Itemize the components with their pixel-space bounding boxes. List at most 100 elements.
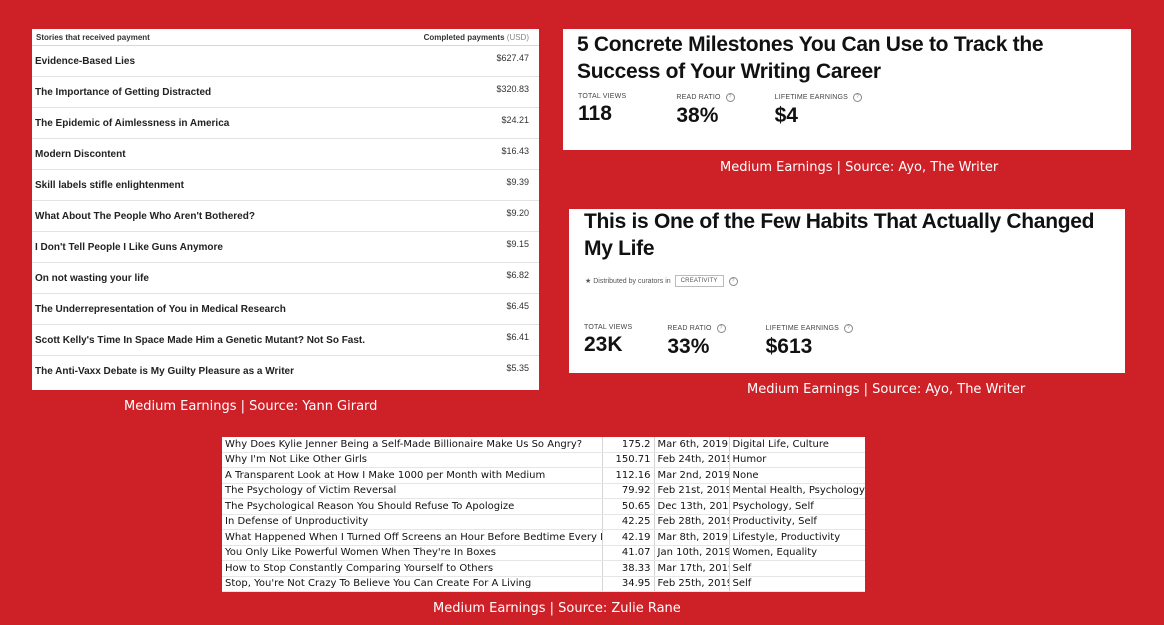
payments-table-header: Stories that received payment Completed … <box>32 29 539 46</box>
help-icon[interactable]: ? <box>853 93 863 102</box>
table-row: You Only Like Powerful Women When They'r… <box>222 545 865 561</box>
story-title[interactable]: The Anti-Vaxx Debate is My Guilty Pleasu… <box>35 365 294 377</box>
cell-title[interactable]: The Psychology of Victim Reversal <box>222 483 603 499</box>
cell-earnings[interactable]: 112.16 <box>602 467 655 484</box>
payment-amount: $9.20 <box>506 208 529 218</box>
cell-date[interactable]: Mar 6th, 2019 <box>654 437 730 453</box>
help-icon[interactable]: ? <box>844 324 854 333</box>
stat-value: $4 <box>774 104 798 127</box>
stat-label-text: TOTAL VIEWS <box>584 324 633 331</box>
payment-row[interactable]: The Anti-Vaxx Debate is My Guilty Pleasu… <box>32 356 539 386</box>
stats-row: TOTAL VIEWS 23K READ RATIO? 33% LIFETIME EAR… <box>584 324 877 359</box>
payment-row[interactable]: Evidence-Based Lies $627.47 <box>32 46 539 77</box>
cell-earnings[interactable]: 41.07 <box>602 545 655 561</box>
stat-value: $613 <box>765 335 813 358</box>
cell-tags[interactable]: Mental Health, Psychology <box>729 483 865 499</box>
cell-title[interactable]: What Happened When I Turned Off Screens … <box>222 529 603 546</box>
payment-row[interactable]: The Epidemic of Aimlessness in America $2… <box>32 108 539 139</box>
table-row: The Psychology of Victim Reversal 79.92 Fe… <box>222 483 865 499</box>
cell-title[interactable]: Why Does Kylie Jenner Being a Self-Made … <box>222 437 603 453</box>
payment-row[interactable]: Skill labels stifle enlightenment $9.39 <box>32 170 539 201</box>
cell-tags[interactable]: Women, Equality <box>729 545 865 561</box>
cell-earnings[interactable]: 38.33 <box>602 560 655 577</box>
cell-earnings[interactable]: 150.71 <box>602 452 655 468</box>
story-title[interactable]: On not wasting your life <box>35 272 149 284</box>
cell-date[interactable]: Mar 8th, 2019 <box>654 529 730 546</box>
cell-earnings[interactable]: 50.65 <box>602 498 655 515</box>
payment-row[interactable]: On not wasting your life $6.82 <box>32 263 539 294</box>
stat-label: LIFETIME EARNINGS? <box>774 93 863 102</box>
payment-amount: $6.41 <box>506 332 529 342</box>
cell-date[interactable]: Mar 2nd, 2019 <box>654 467 730 484</box>
cell-date[interactable]: Feb 25th, 2019 <box>654 576 730 592</box>
stat-value: 23K <box>584 333 623 356</box>
cell-earnings[interactable]: 42.25 <box>602 514 655 530</box>
cell-earnings[interactable]: 42.19 <box>602 529 655 546</box>
payment-row[interactable]: I Don't Tell People I Like Guns Anymore $… <box>32 232 539 263</box>
topic-tag[interactable]: CREATIVITY <box>674 275 724 287</box>
cell-title[interactable]: In Defense of Unproductivity <box>222 514 603 530</box>
payments-rows: Evidence-Based Lies $627.47 The Importance… <box>32 46 539 386</box>
cell-title[interactable]: The Psychological Reason You Should Refu… <box>222 498 603 515</box>
payment-row[interactable]: What About The People Who Aren't Bothere… <box>32 201 539 232</box>
payment-row[interactable]: The Importance of Getting Distracted $320… <box>32 77 539 108</box>
stat-read-ratio: READ RATIO? 33% <box>667 324 726 359</box>
cell-tags[interactable]: Productivity, Self <box>729 514 865 530</box>
cell-date[interactable]: Feb 24th, 2019 <box>654 452 730 468</box>
story-title[interactable]: Evidence-Based Lies <box>35 55 136 67</box>
cell-tags[interactable]: Self <box>729 576 865 592</box>
caption-yann: Medium Earnings | Source: Yann Girard <box>124 399 378 414</box>
cell-title[interactable]: A Transparent Look at How I Make 1000 pe… <box>222 467 603 484</box>
payment-row[interactable]: The Underrepresentation of You in Medica… <box>32 294 539 325</box>
stat-lifetime-earnings: LIFETIME EARNINGS? $613 <box>765 324 854 359</box>
cell-tags[interactable]: Humor <box>729 452 865 468</box>
story-title[interactable]: I Don't Tell People I Like Guns Anymore <box>35 241 223 253</box>
payment-row[interactable]: Modern Discontent $16.43 <box>32 139 539 170</box>
cell-title[interactable]: Stop, You're Not Crazy To Believe You Ca… <box>222 576 603 592</box>
cell-earnings[interactable]: 34.95 <box>602 576 655 592</box>
stat-value: 38% <box>676 104 719 127</box>
payment-amount: $16.43 <box>501 146 529 156</box>
payment-amount: $9.39 <box>506 177 529 187</box>
story-title[interactable]: 5 Concrete Milestones You Can Use to Tra… <box>577 33 1044 83</box>
cell-date[interactable]: Dec 13th, 2018 <box>654 498 730 515</box>
story-title[interactable]: Skill labels stifle enlightenment <box>35 179 184 191</box>
payments-header-label: Completed payments (USD) <box>423 32 529 42</box>
stat-label: TOTAL VIEWS <box>578 93 626 100</box>
payment-row[interactable]: Scott Kelly's Time In Space Made Him a G… <box>32 325 539 356</box>
story-title[interactable]: This is One of the Few Habits That Actua… <box>584 210 1095 260</box>
story-title[interactable]: Modern Discontent <box>35 148 126 160</box>
help-icon[interactable]: ? <box>716 324 726 333</box>
story-title[interactable]: The Importance of Getting Distracted <box>35 86 212 98</box>
story-stats-card-habits: This is One of the Few Habits That Actua… <box>569 209 1125 373</box>
cell-title[interactable]: You Only Like Powerful Women When They'r… <box>222 545 603 561</box>
stat-label-text: LIFETIME EARNINGS <box>765 325 840 332</box>
cell-tags[interactable]: Digital Life, Culture <box>729 437 865 453</box>
cell-tags[interactable]: Lifestyle, Productivity <box>729 529 865 546</box>
cell-tags[interactable]: Psychology, Self <box>729 498 865 515</box>
cell-date[interactable]: Mar 17th, 2019 <box>654 560 730 577</box>
caption-ayo-1: Medium Earnings | Source: Ayo, The Write… <box>720 160 999 175</box>
cell-date[interactable]: Feb 21st, 2019 <box>654 483 730 499</box>
cell-title[interactable]: How to Stop Constantly Comparing Yoursel… <box>222 560 603 577</box>
cell-earnings[interactable]: 79.92 <box>602 483 655 499</box>
story-title[interactable]: What About The People Who Aren't Bothere… <box>35 210 255 222</box>
table-row: In Defense of Unproductivity 42.25 Feb 28t… <box>222 514 865 530</box>
table-row: The Psychological Reason You Should Refu… <box>222 498 865 515</box>
cell-tags[interactable]: Self <box>729 560 865 577</box>
help-icon[interactable]: ? <box>728 276 738 286</box>
cell-title[interactable]: Why I'm Not Like Other Girls <box>222 452 603 468</box>
help-icon[interactable]: ? <box>725 93 735 102</box>
payment-amount: $24.21 <box>501 115 529 125</box>
story-title[interactable]: Scott Kelly's Time In Space Made Him a G… <box>35 334 366 346</box>
table-row: Stop, You're Not Crazy To Believe You Ca… <box>222 576 865 592</box>
cell-earnings[interactable]: 175.2 <box>602 437 655 453</box>
story-title[interactable]: The Epidemic of Aimlessness in America <box>35 117 230 129</box>
story-title[interactable]: The Underrepresentation of You in Medica… <box>35 303 286 315</box>
cell-date[interactable]: Feb 28th, 2019 <box>654 514 730 530</box>
stat-label: READ RATIO? <box>667 324 726 333</box>
cell-date[interactable]: Jan 10th, 2019 <box>654 545 730 561</box>
cell-tags[interactable]: None <box>729 467 865 484</box>
stat-label-text: LIFETIME EARNINGS <box>774 94 849 101</box>
payment-amount: $5.35 <box>506 363 529 373</box>
